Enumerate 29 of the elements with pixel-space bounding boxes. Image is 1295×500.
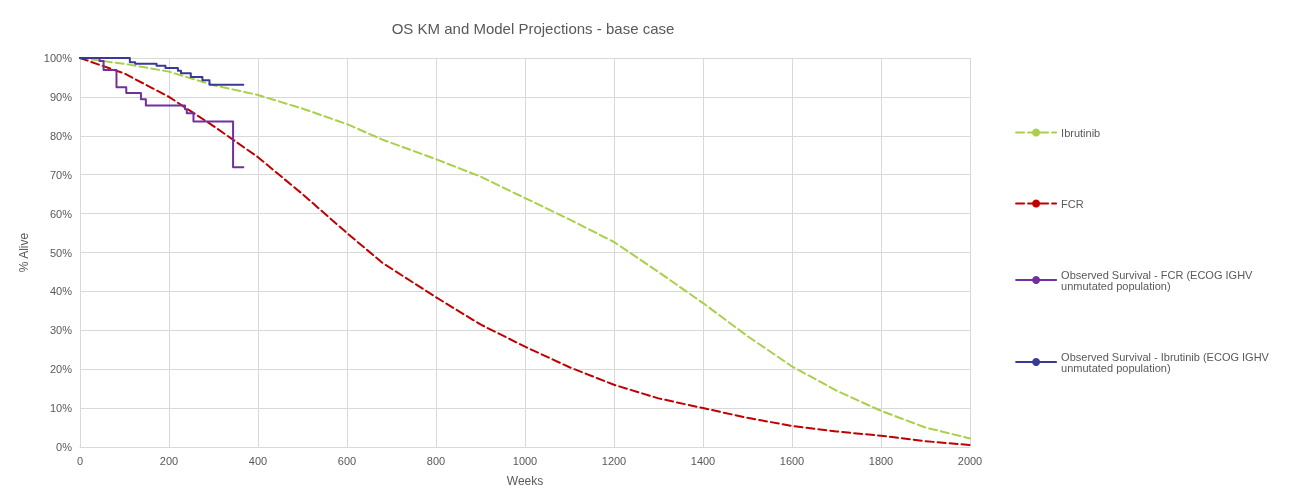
y-tick-label: 50% <box>49 246 73 259</box>
x-tick-label: 1400 <box>690 454 716 467</box>
y-tick-label: 90% <box>49 90 73 103</box>
y-tick-label: 100% <box>43 52 73 64</box>
x-tick-label: 0 <box>76 454 84 467</box>
x-tick-label: 800 <box>426 454 446 467</box>
chart-title: OS KM and Model Projections - base case <box>391 20 675 37</box>
y-tick-label: 30% <box>49 324 73 337</box>
y-axis-title: % Alive <box>17 232 31 273</box>
legend-label: Observed Survival - Ibrutinib (ECOG IGHV unmutated population) <box>1061 350 1273 374</box>
legend-label: Ibrutinib <box>1061 126 1101 139</box>
x-tick-label: 600 <box>337 454 357 467</box>
x-tick-label: 200 <box>159 454 179 467</box>
x-tick-label: 400 <box>248 454 268 467</box>
legend-label: Observed Survival - FCR (ECOG IGHV unmutated population) <box>1061 268 1256 292</box>
y-tick-label: 40% <box>49 285 73 298</box>
y-tick-label: 0% <box>56 441 73 453</box>
y-tick-label: 10% <box>49 402 73 415</box>
x-tick-label: 1800 <box>868 454 894 467</box>
x-tick-label: 1200 <box>601 454 627 467</box>
y-tick-label: 60% <box>49 207 73 220</box>
y-tick-label: 20% <box>49 363 73 376</box>
x-axis-title: Weeks <box>506 474 544 488</box>
y-tick-label: 70% <box>49 168 73 181</box>
x-tick-label: 1600 <box>779 454 805 467</box>
x-tick-label: 2000 <box>957 454 983 467</box>
x-tick-label: 1000 <box>512 454 538 467</box>
y-tick-label: 80% <box>49 129 73 142</box>
legend-label: FCR <box>1061 197 1084 210</box>
